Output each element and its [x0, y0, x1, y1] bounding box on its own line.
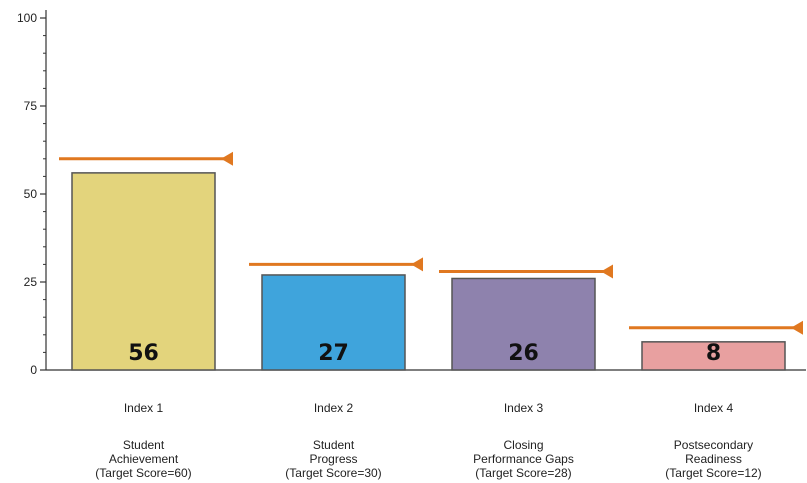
x-tick-label-line: Performance Gaps: [473, 452, 574, 466]
x-tick-label-line: Index 4: [694, 401, 734, 415]
data-label: 56: [128, 341, 159, 366]
x-tick-label-line: (Target Score=28): [475, 466, 571, 480]
target-marker: [411, 257, 423, 272]
x-tick-label-line: Index 3: [504, 401, 544, 415]
x-tick-label-line: Progress: [309, 452, 357, 466]
bar: [641, 341, 786, 371]
y-tick-label: 0: [30, 363, 37, 377]
target-marker: [601, 264, 613, 279]
bar: [261, 274, 406, 371]
y-tick-label: 75: [24, 99, 38, 113]
x-tick-label-line: (Target Score=12): [665, 466, 761, 480]
x-tick-label-line: (Target Score=60): [95, 466, 191, 480]
data-label: 27: [318, 341, 349, 366]
data-label: 8: [706, 341, 721, 366]
x-tick-label-line: Closing: [503, 438, 543, 452]
x-tick-label-line: (Target Score=30): [285, 466, 381, 480]
y-tick-label: 100: [17, 11, 37, 25]
x-tick-label-line: Index 2: [314, 401, 354, 415]
x-tick-label-line: Index 1: [124, 401, 164, 415]
y-tick-label: 25: [24, 275, 38, 289]
x-tick-label: Index 2 Student Progress (Target Score=30): [285, 401, 381, 480]
data-label: 26: [508, 341, 539, 366]
x-tick-label: Index 4 Postsecondary Readiness (Target Sco…: [665, 401, 761, 480]
x-tick-label-line: Student: [123, 438, 165, 452]
target-marker: [791, 320, 803, 335]
x-tick-label: Index 3 Closing Performance Gaps (Target Sc…: [473, 401, 574, 480]
x-tick-label-line: Achievement: [109, 452, 179, 466]
y-tick-label: 50: [24, 187, 38, 201]
bar: [451, 277, 596, 371]
bar: [71, 172, 216, 371]
x-tick-label: Index 1 Student Achievement (Target Score=6…: [95, 401, 191, 480]
target-marker: [221, 151, 233, 166]
x-tick-label-line: Postsecondary: [674, 438, 753, 452]
x-tick-label-line: Readiness: [685, 452, 742, 466]
x-tick-label-line: Student: [313, 438, 355, 452]
